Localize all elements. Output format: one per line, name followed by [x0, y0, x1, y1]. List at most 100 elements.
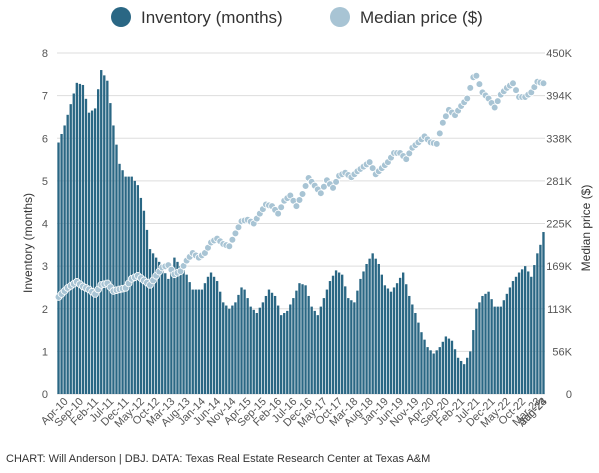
inventory-bar	[517, 272, 521, 394]
inventory-bar	[121, 170, 124, 394]
inventory-bar	[313, 310, 316, 394]
inventory-bar	[530, 276, 533, 394]
inventory-bar	[405, 284, 408, 394]
inventory-bar	[57, 142, 60, 394]
inventory-bar	[316, 315, 319, 394]
median-price-dot	[301, 182, 310, 190]
median-price-dot	[475, 80, 484, 88]
inventory-bar	[133, 180, 136, 394]
right-tick-label: 281K	[546, 176, 572, 188]
legend-label-inventory: Inventory (months)	[141, 8, 283, 27]
inventory-bar	[295, 290, 298, 394]
inventory-bar	[341, 274, 344, 394]
inventory-bar	[456, 357, 460, 394]
chart-caption: CHART: Will Anderson | DBJ. DATA: Texas …	[6, 453, 430, 465]
inventory-bar	[368, 258, 371, 394]
median-price-dot	[539, 79, 548, 88]
inventory-bar	[466, 357, 469, 394]
inventory-bar	[487, 291, 490, 394]
right-tick-label: 169K	[546, 261, 572, 273]
inventory-bar	[356, 290, 359, 394]
right-tick-label: 225K	[546, 219, 572, 231]
median-price-dot	[295, 196, 304, 204]
inventory-bar	[69, 104, 72, 395]
inventory-bar	[429, 350, 432, 394]
inventory-bar	[100, 70, 103, 395]
median-price-dot	[472, 71, 481, 80]
inventory-bar	[164, 273, 167, 394]
inventory-bar	[402, 272, 405, 394]
legend-swatch-median-price	[330, 7, 350, 27]
inventory-bar	[508, 287, 512, 394]
inventory-bar	[84, 98, 88, 395]
inventory-bar	[539, 244, 542, 394]
inventory-bar	[435, 350, 438, 394]
inventory-bar	[87, 112, 91, 395]
inventory-bar	[520, 269, 524, 394]
inventory-bar	[301, 284, 304, 394]
right-tick-label: 0	[566, 389, 572, 401]
inventory-bar	[331, 275, 335, 394]
inventory-bar	[441, 341, 444, 394]
inventory-bar	[450, 340, 454, 394]
median-price-dot	[405, 149, 414, 158]
inventory-bar	[319, 306, 322, 394]
inventory-bar	[322, 298, 326, 394]
inventory-bar	[75, 82, 78, 395]
inventory-bar	[426, 347, 429, 394]
inventory-bar	[499, 306, 502, 394]
inventory-bar	[103, 75, 106, 395]
median-price-dot	[332, 178, 340, 186]
inventory-bar	[511, 281, 515, 394]
inventory-bar	[261, 302, 265, 394]
inventory-bar	[148, 249, 152, 394]
inventory-bar	[200, 289, 204, 394]
inventory-bar	[359, 278, 362, 394]
left-tick-label: 6	[42, 133, 48, 145]
inventory-bar	[115, 144, 118, 394]
inventory-bar	[267, 289, 271, 394]
inventory-bar	[542, 232, 545, 394]
median-price-dot	[509, 79, 517, 88]
inventory-bar	[377, 263, 380, 394]
inventory-bar	[481, 295, 484, 394]
inventory-bar	[234, 302, 237, 394]
median-price-dot	[439, 118, 447, 127]
inventory-bar	[97, 89, 100, 394]
median-price-dot	[432, 140, 441, 148]
median-price-dot	[298, 190, 307, 198]
inventory-bar	[438, 347, 441, 394]
inventory-bar	[350, 300, 353, 394]
inventory-bar	[347, 298, 350, 394]
inventory-bar	[386, 288, 390, 394]
median-price-dot	[292, 202, 301, 210]
inventory-bar	[304, 285, 307, 394]
inventory-bar	[209, 272, 213, 394]
inventory-bar	[228, 308, 231, 394]
inventory-bar	[502, 300, 505, 394]
inventory-bar	[222, 302, 225, 394]
inventory-bar	[447, 338, 451, 394]
inventory-bar	[533, 265, 536, 394]
median-price-dot	[277, 203, 285, 212]
left-tick-label: 3	[42, 261, 48, 273]
inventory-bar	[270, 292, 274, 394]
inventory-bar	[478, 302, 481, 394]
median-price-dot	[228, 235, 237, 244]
inventory-bar	[194, 289, 197, 394]
inventory-bar	[161, 267, 164, 394]
inventory-bar	[490, 299, 493, 394]
median-price-dot	[493, 97, 502, 105]
inventory-bar	[292, 298, 295, 394]
right-tick-label: 56K	[552, 346, 572, 358]
inventory-bar	[206, 276, 210, 394]
left-tick-label: 4	[42, 219, 48, 231]
inventory-bar	[106, 80, 109, 395]
right-tick-label: 450K	[546, 48, 572, 60]
inventory-bar	[151, 253, 155, 394]
left-tick-label: 2	[42, 304, 48, 316]
inventory-bar	[136, 185, 139, 394]
inventory-bar	[383, 285, 387, 394]
inventory-bar	[417, 322, 420, 394]
